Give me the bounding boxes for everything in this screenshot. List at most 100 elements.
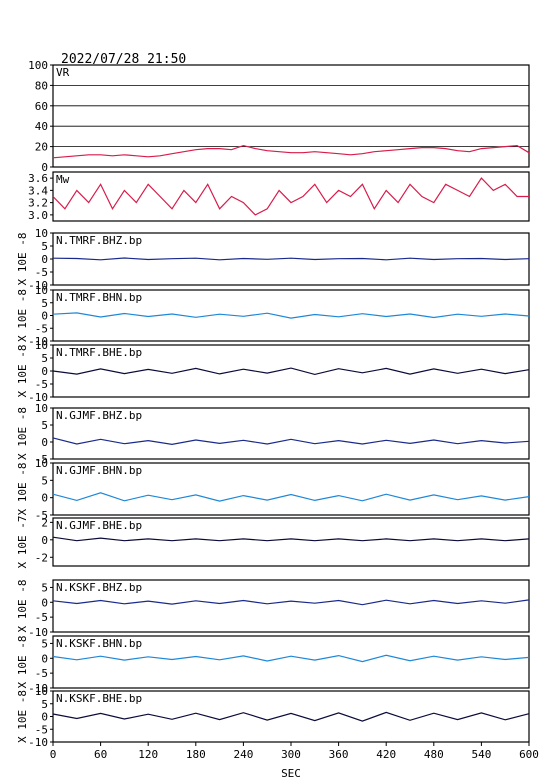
y-tick-label: 60 [35, 100, 48, 113]
panel-label: N.KSKF.BHN.bp [56, 637, 142, 650]
y-tick-label: -10 [28, 279, 48, 292]
y-tick-label: 0 [41, 161, 48, 174]
panel-6: -5 0 5 10 N.GJMF.BHN.bp X 10E -8 [16, 457, 530, 522]
y-tick-label: -10 [28, 335, 48, 348]
y-tick-label: 0 [41, 652, 48, 665]
y-tick-label: 10 [35, 227, 48, 240]
y-tick-label: 0 [41, 711, 48, 724]
y-tick-label: 0 [41, 436, 48, 449]
y-tick-label: 0 [41, 492, 48, 505]
y-tick-label: 0 [41, 253, 48, 266]
x-axis-label: SEC [281, 767, 301, 780]
y-tick-label: 3.4 [28, 184, 48, 197]
x-tick-label: 300 [281, 748, 301, 761]
series-line [52, 536, 530, 542]
datetime-title: 2022/07/28 21:50 [61, 52, 186, 67]
y-axis-label: X 10E -8 [16, 636, 29, 689]
y-tick-label: 10 [35, 457, 48, 470]
panel-9: -10 -5 0 5 N.KSKF.BHN.bp X 10E -8 [16, 635, 530, 695]
y-tick-label: 3.0 [28, 209, 48, 222]
series-line [52, 144, 530, 159]
y-tick-label: 5 [41, 419, 48, 432]
x-tick-label: 480 [424, 748, 444, 761]
y-tick-label: -10 [28, 391, 48, 404]
panel-7: -2 0 2 N.GJMF.BHE.bp X 10E -7 [16, 516, 530, 569]
panel-frame [52, 462, 530, 516]
y-tick-label: 80 [35, 79, 48, 92]
y-tick-label: -5 [35, 266, 48, 279]
y-axis-label: X 10E -7 [16, 516, 29, 569]
x-tick-label: 240 [233, 748, 253, 761]
y-tick-label: -5 [35, 509, 48, 522]
y-axis-label: X 10E -8 [16, 580, 29, 633]
y-axis-label: X 10E -8 [16, 407, 29, 460]
panel-frame [52, 407, 530, 460]
y-tick-label: 5 [41, 698, 48, 711]
series-line [52, 654, 530, 663]
panel-5: -5 0 5 10 N.GJMF.BHZ.bp X 10E -8 [16, 402, 530, 466]
y-tick-label: -5 [35, 378, 48, 391]
y-tick-label: -5 [35, 667, 48, 680]
y-tick-label: 10 [35, 339, 48, 352]
y-tick-label: 5 [41, 637, 48, 650]
series-line [52, 437, 530, 446]
y-axis-label: X 10E -8 [16, 463, 29, 516]
y-tick-label: 5 [41, 474, 48, 487]
y-tick-label: -2 [35, 551, 48, 564]
panel-frame [52, 64, 530, 168]
y-tick-label: 10 [35, 402, 48, 415]
panel-label: N.KSKF.BHE.bp [56, 692, 142, 705]
series-line [52, 367, 530, 376]
y-tick-label: 0 [41, 596, 48, 609]
series-line [52, 257, 530, 261]
y-tick-label: 3.6 [28, 172, 48, 185]
panel-1: 3.03.23.43.6 Mw [28, 171, 530, 222]
panel-label: N.GJMF.BHZ.bp [56, 409, 142, 422]
panel-label: N.GJMF.BHE.bp [56, 519, 142, 532]
x-tick-label: 0 [50, 748, 57, 761]
y-axis-label: X 10E -8 [16, 289, 29, 342]
y-tick-label: -5 [35, 611, 48, 624]
y-tick-label: -5 [35, 322, 48, 335]
series-line [52, 312, 530, 319]
y-tick-label: 5 [41, 297, 48, 310]
panel-label: N.GJMF.BHN.bp [56, 464, 142, 477]
panel-8: -10 -5 0 5 N.KSKF.BHZ.bp X 10E -8 [16, 579, 530, 639]
y-tick-label: 5 [41, 352, 48, 365]
y-axis-label: X 10E -8 [16, 345, 29, 398]
x-tick-label: 60 [94, 748, 107, 761]
x-tick-label: 420 [376, 748, 396, 761]
y-tick-label: 10 [35, 284, 48, 297]
y-tick-label: 3.2 [28, 197, 48, 210]
panel-frame [52, 635, 530, 689]
y-tick-label: 10 [35, 685, 48, 698]
series-line [52, 177, 529, 216]
y-tick-label: -10 [28, 736, 48, 749]
y-tick-label: 40 [35, 120, 48, 133]
y-tick-label: 20 [35, 141, 48, 154]
x-tick-label: 120 [138, 748, 158, 761]
y-tick-label: 0 [41, 365, 48, 378]
y-tick-label: -10 [28, 626, 48, 639]
y-tick-label: 5 [41, 581, 48, 594]
y-tick-label: 0 [41, 310, 48, 323]
x-tick-label: 540 [471, 748, 491, 761]
series-line [52, 599, 530, 606]
panel-label: N.TMRF.BHZ.bp [56, 234, 142, 247]
x-tick-label: 180 [186, 748, 206, 761]
x-axis: 0 60 120 180 240 300 360 420 480 540 600 [50, 742, 539, 761]
x-tick-label: 600 [519, 748, 539, 761]
y-tick-label: 0 [41, 534, 48, 547]
y-tick-label: 2 [41, 516, 48, 529]
panel-0: 0 20 40 60 80 100 VR [28, 59, 530, 174]
panel-label: VR [56, 66, 70, 79]
y-tick-label: -10 [28, 682, 48, 695]
y-axis-label: X 10E -8 [16, 690, 29, 743]
panel-label: N.TMRF.BHE.bp [56, 346, 142, 359]
